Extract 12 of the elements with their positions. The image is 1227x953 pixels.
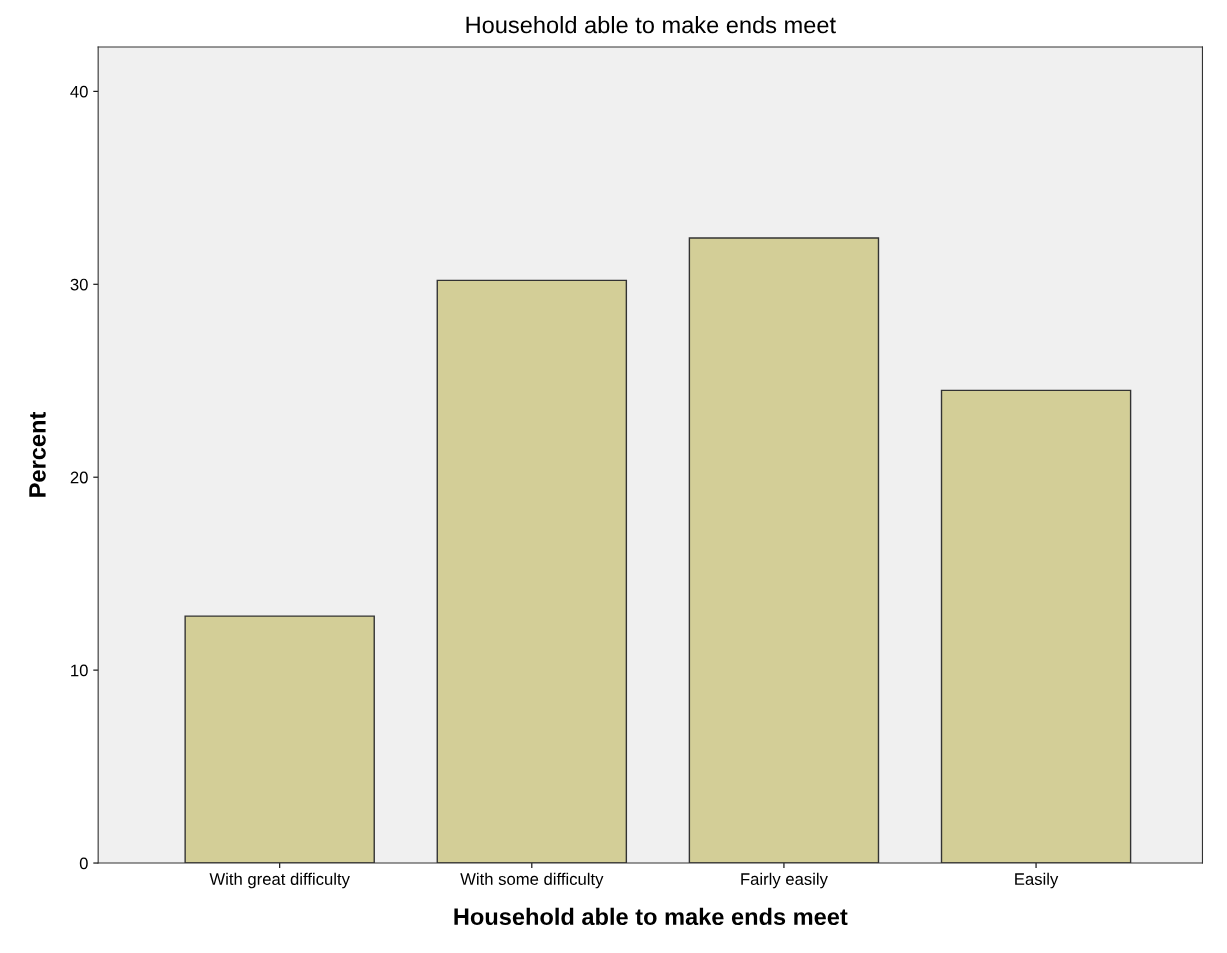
y-tick-label: 30	[70, 278, 88, 291]
x-tick-label: With great difficulty	[209, 872, 350, 889]
y-tick-label: 40	[70, 85, 88, 98]
y-axis-title: Percent	[29, 411, 46, 497]
y-tick-label: 10	[71, 664, 88, 677]
x-tick-label: With some difficulty	[460, 872, 604, 889]
y-tick-label: 0	[79, 857, 88, 870]
y-tick-label: 20	[70, 471, 88, 484]
chart-title: Household able to make ends meet	[466, 15, 836, 34]
x-tick-label: Fairly easily	[741, 872, 828, 889]
x-tick-label: Easily	[1015, 872, 1059, 889]
x-axis-title: Household able to make ends meet	[454, 907, 848, 926]
